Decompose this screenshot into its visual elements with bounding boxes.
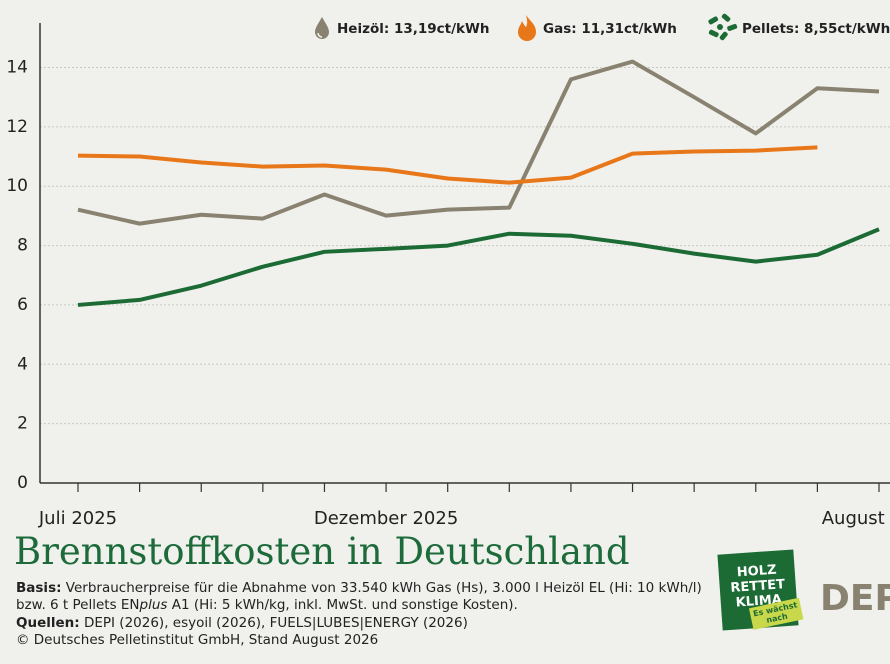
oil-icon-shine (317, 32, 323, 38)
y-tick-label: 4 (17, 354, 28, 374)
x-tick-label: August 2026 (822, 508, 890, 529)
y-tick-label: 6 (17, 295, 28, 315)
holz-logo: HOLZ RETTET KLIMA Es wächst nach (717, 549, 804, 631)
chart: 0 2 4 6 8 10 12 14 Juli 2025 Dezember 2025 August … (6, 13, 890, 529)
basis-text: bzw. 6 t Pellets EN (16, 597, 140, 613)
legend-label: Pellets: 8,55ct/kWh (742, 21, 890, 37)
sources-line: Quellen: DEPI (2026), esyoil (2026), FUE… (16, 615, 468, 632)
pellets-icon (708, 13, 738, 41)
y-tick-label: 12 (6, 117, 28, 137)
chart-title: Brennstoffkosten in Deutschland (14, 530, 630, 573)
oil-icon (315, 17, 329, 39)
basis-text: Verbraucherpreise für die Abnahme von 33… (65, 580, 702, 596)
legend-label: Heizöl: 13,19ct/kWh (337, 21, 490, 37)
basis-text: plus (139, 597, 168, 613)
series-line (77, 145, 818, 185)
y-tick-label: 14 (6, 58, 28, 78)
depi-logo: DEPI (820, 578, 890, 619)
y-tick-label: 10 (6, 176, 28, 196)
sources-label: Quellen: (16, 615, 80, 631)
y-tick-label: 2 (17, 414, 28, 434)
basis-line: bzw. 6 t Pellets ENplus A1 (Hi: 5 kWh/kg… (16, 597, 518, 614)
x-tick-label: Juli 2025 (38, 508, 117, 529)
sources-text: DEPI (2026), esyoil (2026), FUELS|LUBES|… (83, 615, 468, 631)
series-line (77, 227, 880, 307)
y-tick-label: 0 (17, 473, 28, 493)
basis-text: A1 (Hi: 5 kWh/kg, inkl. MwSt. und sonsti… (167, 597, 518, 613)
basis-line: Basis: Verbraucherpreise für die Abnahme… (16, 580, 702, 597)
copyright: © Deutsches Pelletinstitut GmbH, Stand A… (16, 632, 379, 648)
gas-icon (518, 15, 536, 41)
basis-label: Basis: (16, 580, 62, 596)
legend-label: Gas: 11,31ct/kWh (543, 21, 677, 37)
series-line (77, 59, 880, 226)
y-tick-label: 8 (17, 236, 28, 256)
x-tick-label: Dezember 2025 (314, 508, 458, 529)
